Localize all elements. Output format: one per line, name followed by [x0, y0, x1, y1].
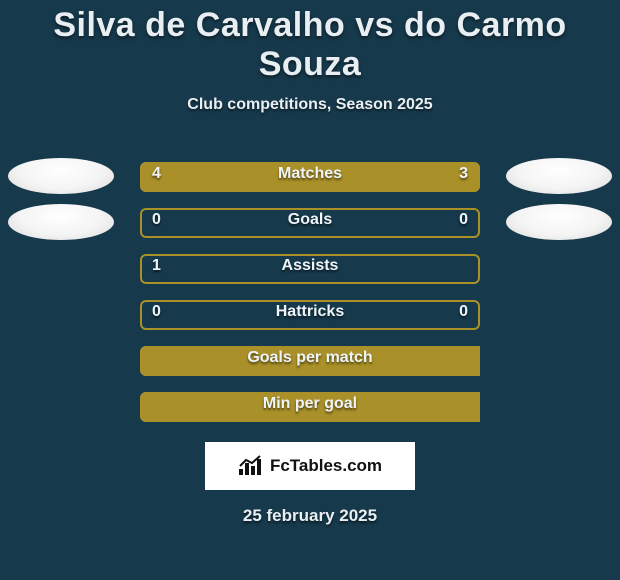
- stat-bar: Min per goal: [140, 392, 480, 422]
- stat-rows: Matches43 Goals00 Assists1 Hattricks00 Goals…: [0, 154, 620, 430]
- stat-bar: Assists1: [140, 254, 480, 284]
- stat-bar: Goals per match: [140, 346, 480, 376]
- stat-row: Matches43: [0, 154, 620, 200]
- bar-outline: [140, 300, 480, 330]
- stat-bar: Matches43: [140, 162, 480, 192]
- stat-bar: Hattricks00: [140, 300, 480, 330]
- player-avatar-left: [8, 204, 114, 240]
- stat-row: Assists1: [0, 246, 620, 292]
- bar-outline: [140, 162, 480, 192]
- stat-row: Goals00: [0, 200, 620, 246]
- subtitle: Club competitions, Season 2025: [0, 96, 620, 114]
- comparison-card: Silva de Carvalho vs do Carmo Souza Club…: [0, 0, 620, 580]
- bar-outline: [140, 208, 480, 238]
- player-avatar-right: [506, 158, 612, 194]
- bar-outline: [140, 392, 480, 422]
- stat-row: Hattricks00: [0, 292, 620, 338]
- bar-outline: [140, 254, 480, 284]
- date-label: 25 february 2025: [0, 506, 620, 526]
- stat-bar: Goals00: [140, 208, 480, 238]
- page-title: Silva de Carvalho vs do Carmo Souza: [0, 0, 620, 84]
- stat-row: Min per goal: [0, 384, 620, 430]
- brand-text: FcTables.com: [270, 456, 382, 476]
- chart-icon: [238, 455, 264, 477]
- player-avatar-right: [506, 204, 612, 240]
- player-avatar-left: [8, 158, 114, 194]
- bar-outline: [140, 346, 480, 376]
- stat-row: Goals per match: [0, 338, 620, 384]
- brand-badge: FcTables.com: [205, 442, 415, 490]
